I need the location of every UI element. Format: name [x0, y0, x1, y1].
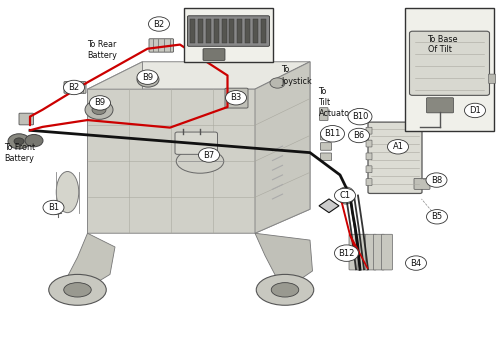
Polygon shape — [65, 233, 115, 288]
Bar — [238, 19, 242, 43]
FancyBboxPatch shape — [488, 74, 496, 83]
Text: C1: C1 — [340, 191, 350, 200]
Text: To
Joystick: To Joystick — [282, 66, 312, 85]
Text: To Base
Of Tilt: To Base Of Tilt — [428, 35, 458, 54]
Circle shape — [226, 91, 246, 105]
Text: B5: B5 — [432, 212, 442, 221]
Circle shape — [334, 188, 355, 203]
Circle shape — [43, 200, 64, 215]
Circle shape — [348, 108, 372, 125]
FancyBboxPatch shape — [382, 234, 392, 270]
Text: B11: B11 — [324, 129, 340, 138]
Bar — [253, 19, 258, 43]
FancyBboxPatch shape — [410, 31, 490, 95]
FancyBboxPatch shape — [149, 39, 174, 52]
Bar — [405, 8, 494, 131]
Text: B7: B7 — [204, 151, 214, 159]
Polygon shape — [88, 62, 310, 89]
Circle shape — [14, 138, 24, 145]
Text: B9: B9 — [142, 73, 153, 82]
FancyBboxPatch shape — [175, 132, 218, 154]
Text: B10: B10 — [352, 112, 368, 121]
FancyBboxPatch shape — [374, 234, 384, 270]
Text: B9: B9 — [94, 98, 106, 107]
Text: To Rear
Battery: To Rear Battery — [88, 40, 118, 60]
Text: B2: B2 — [68, 83, 80, 92]
Text: To
Tilt
Actuator: To Tilt Actuator — [318, 87, 353, 118]
Bar — [198, 19, 203, 43]
FancyBboxPatch shape — [366, 140, 372, 147]
FancyBboxPatch shape — [19, 113, 34, 125]
Bar — [222, 19, 226, 43]
Text: To Front
Battery: To Front Battery — [4, 143, 35, 163]
FancyBboxPatch shape — [225, 88, 248, 108]
Polygon shape — [255, 233, 312, 283]
Text: B2: B2 — [154, 20, 164, 28]
Ellipse shape — [176, 149, 224, 173]
FancyBboxPatch shape — [203, 49, 225, 60]
Circle shape — [148, 17, 170, 31]
Polygon shape — [255, 62, 310, 233]
Ellipse shape — [49, 274, 106, 305]
FancyBboxPatch shape — [368, 122, 422, 193]
Circle shape — [137, 72, 159, 87]
Circle shape — [25, 134, 43, 147]
Circle shape — [426, 210, 448, 224]
Bar — [214, 19, 218, 43]
Text: B1: B1 — [48, 203, 59, 212]
Ellipse shape — [337, 187, 355, 204]
Circle shape — [334, 245, 358, 261]
FancyBboxPatch shape — [365, 234, 376, 270]
Ellipse shape — [64, 283, 91, 297]
FancyBboxPatch shape — [414, 178, 430, 189]
Text: D1: D1 — [469, 106, 481, 115]
Bar — [245, 19, 250, 43]
FancyBboxPatch shape — [320, 153, 332, 161]
Circle shape — [64, 80, 84, 95]
Polygon shape — [88, 62, 142, 233]
Ellipse shape — [271, 283, 299, 297]
Text: B8: B8 — [431, 176, 442, 185]
FancyBboxPatch shape — [188, 16, 270, 46]
Text: A1: A1 — [392, 142, 404, 151]
Ellipse shape — [56, 172, 79, 213]
Circle shape — [85, 100, 113, 119]
Circle shape — [464, 103, 485, 118]
Bar — [230, 19, 234, 43]
FancyBboxPatch shape — [426, 98, 454, 113]
Bar — [184, 8, 273, 62]
Bar — [190, 19, 195, 43]
Polygon shape — [88, 62, 310, 233]
Circle shape — [90, 96, 110, 110]
FancyBboxPatch shape — [320, 143, 332, 150]
Circle shape — [388, 140, 408, 154]
Polygon shape — [319, 199, 339, 213]
Bar — [206, 19, 211, 43]
FancyBboxPatch shape — [366, 166, 372, 173]
Text: B12: B12 — [338, 249, 354, 258]
FancyBboxPatch shape — [357, 234, 368, 270]
Circle shape — [270, 78, 285, 88]
Text: B4: B4 — [410, 259, 422, 268]
Circle shape — [406, 256, 426, 270]
FancyBboxPatch shape — [366, 179, 372, 186]
Text: B3: B3 — [230, 93, 241, 102]
FancyBboxPatch shape — [366, 127, 372, 134]
Circle shape — [426, 173, 447, 187]
FancyBboxPatch shape — [349, 234, 360, 270]
Circle shape — [8, 134, 30, 149]
Ellipse shape — [256, 274, 314, 305]
Circle shape — [320, 126, 344, 142]
FancyBboxPatch shape — [366, 153, 372, 160]
Circle shape — [137, 70, 158, 84]
Circle shape — [198, 148, 220, 162]
FancyBboxPatch shape — [64, 82, 86, 93]
Bar — [261, 19, 266, 43]
Circle shape — [92, 105, 106, 115]
Circle shape — [348, 128, 370, 143]
Text: B6: B6 — [354, 131, 364, 140]
FancyBboxPatch shape — [320, 108, 328, 120]
FancyBboxPatch shape — [320, 132, 332, 140]
